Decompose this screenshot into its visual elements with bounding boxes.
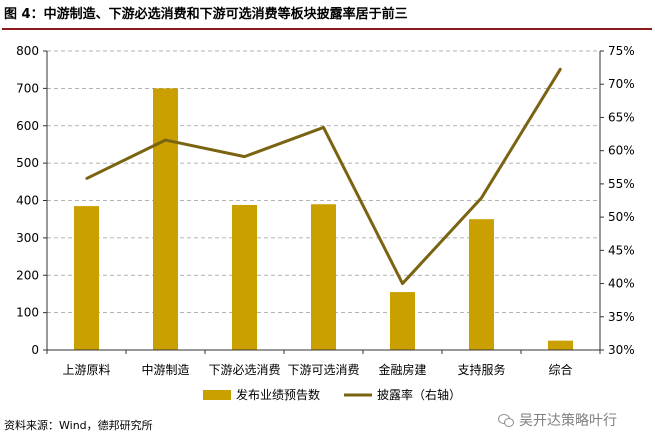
- right-tick-label: 35%: [608, 310, 635, 324]
- line-point: [559, 67, 562, 71]
- x-tick-label: 上游原料: [62, 363, 110, 377]
- left-tick-label: 600: [16, 119, 39, 133]
- left-tick-label: 500: [16, 156, 39, 170]
- left-tick-label: 800: [16, 44, 39, 58]
- right-tick-label: 45%: [608, 243, 635, 257]
- x-tick-label: 金融房建: [378, 362, 426, 377]
- legend: 发布业绩预告数 披露率（右轴）: [203, 387, 461, 402]
- bar: [232, 204, 257, 350]
- right-tick-label: 55%: [608, 177, 635, 191]
- line-point: [85, 177, 88, 180]
- left-tick-label: 0: [31, 343, 39, 357]
- right-tick-label: 60%: [608, 144, 635, 158]
- line-point: [480, 196, 483, 200]
- right-tick-label: 65%: [608, 110, 635, 124]
- line-series: [85, 67, 562, 286]
- title-divider: [2, 28, 652, 30]
- x-tick-label: 下游必选消费: [208, 363, 280, 377]
- left-tick-label: 100: [16, 306, 39, 320]
- watermark-text: 吴开达策略叶行: [519, 413, 617, 429]
- line-point: [164, 138, 167, 142]
- figure-title: 图 4：中游制造、下游必选消费和下游可选消费等板块披露率居于前三: [4, 7, 408, 22]
- watermark: 吴开达策略叶行: [498, 410, 617, 430]
- x-tick-label: 下游可选消费: [287, 363, 359, 377]
- bar-series: [74, 88, 573, 350]
- bar: [548, 340, 573, 350]
- x-tick-label: 综合: [548, 362, 572, 377]
- bar: [390, 292, 415, 350]
- x-axis-ticks: 上游原料 中游制造 下游必选消费 下游可选消费 金融房建 支持服务 综合: [46, 350, 601, 377]
- left-tick-label: 700: [16, 81, 39, 95]
- legend-swatch-bar: [203, 390, 231, 400]
- bar: [153, 88, 178, 350]
- left-tick-label: 200: [16, 268, 39, 282]
- line-point: [401, 282, 404, 285]
- right-tick-label: 70%: [608, 77, 635, 91]
- legend-label-bar: 发布业绩预告数: [236, 387, 320, 402]
- left-tick-label: 400: [16, 194, 39, 208]
- bar: [469, 219, 494, 350]
- line-point: [243, 155, 246, 158]
- legend-label-line: 披露率（右轴）: [377, 387, 461, 402]
- x-tick-label: 支持服务: [457, 362, 505, 377]
- right-tick-label: 40%: [608, 277, 635, 291]
- wechat-icon: [498, 413, 514, 427]
- bar: [74, 206, 99, 350]
- right-tick-label: 30%: [608, 343, 635, 357]
- source-note: 资料来源：Wind，德邦研究所: [4, 419, 153, 432]
- right-tick-label: 75%: [608, 44, 635, 58]
- bar: [311, 204, 336, 350]
- right-axis-ticks: 30% 35% 40% 45% 50% 55% 60% 65% 70% 75%: [600, 44, 635, 357]
- right-tick-label: 50%: [608, 210, 635, 224]
- left-axis-ticks: 0 100 200 300 400 500 600 700 800: [16, 44, 47, 357]
- line-point: [322, 126, 325, 129]
- x-tick-label: 中游制造: [141, 362, 189, 377]
- left-tick-label: 300: [16, 231, 39, 245]
